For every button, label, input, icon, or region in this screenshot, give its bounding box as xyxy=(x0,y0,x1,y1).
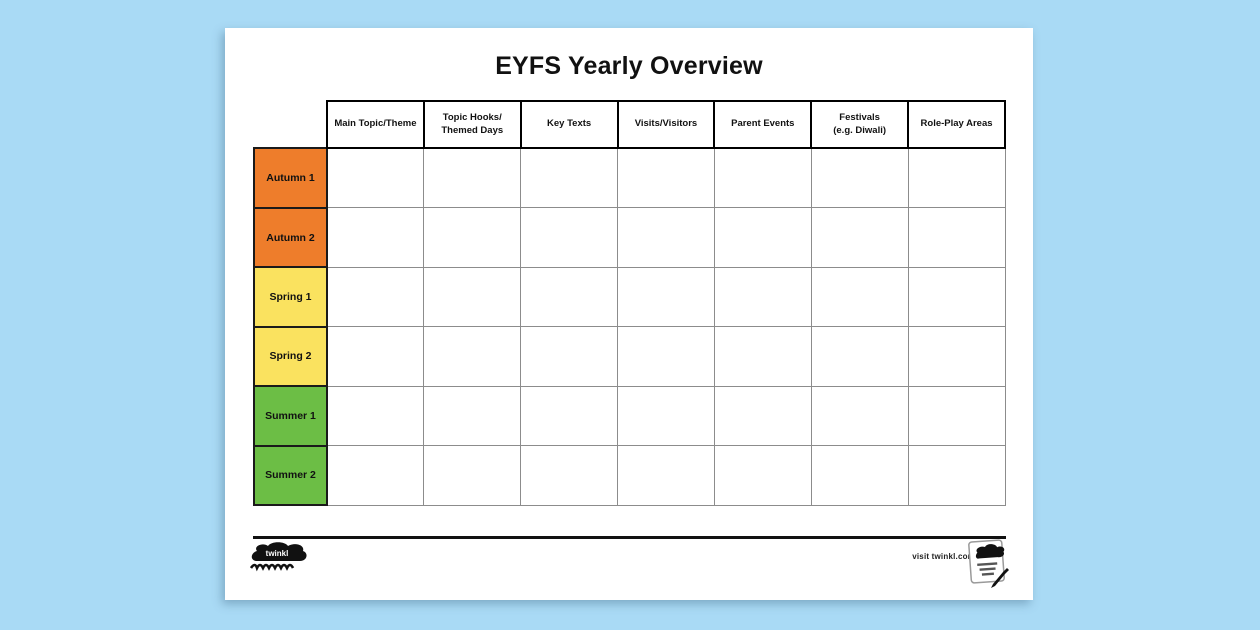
empty-cell xyxy=(326,147,425,209)
empty-cell xyxy=(713,385,812,447)
empty-cell xyxy=(326,207,425,268)
empty-cell xyxy=(907,326,1006,387)
twinkl-logo-icon: twinkl xyxy=(249,542,307,572)
empty-cell xyxy=(713,266,812,328)
empty-cell xyxy=(810,326,909,387)
table-row-autumn-2: Autumn 2 xyxy=(253,206,1006,269)
empty-cell xyxy=(713,147,812,209)
row-header-spring-1: Spring 1 xyxy=(253,266,328,328)
empty-cell xyxy=(617,445,715,506)
table-row-summer-1: Summer 1 xyxy=(253,385,1006,447)
empty-cell xyxy=(713,445,812,506)
empty-cell xyxy=(907,207,1006,268)
column-header-visits: Visits/Visitors xyxy=(616,99,716,150)
empty-cell xyxy=(520,445,619,506)
empty-cell xyxy=(617,147,715,209)
empty-cell xyxy=(520,207,619,268)
empty-cell xyxy=(520,385,619,447)
empty-cell xyxy=(617,385,715,447)
footer-divider xyxy=(253,536,1006,539)
column-header-parent-events: Parent Events xyxy=(713,99,813,150)
empty-cell xyxy=(810,385,909,447)
empty-cell xyxy=(713,207,812,268)
row-header-summer-1: Summer 1 xyxy=(253,385,328,447)
row-header-spring-2: Spring 2 xyxy=(253,325,328,388)
table-row-spring-2: Spring 2 xyxy=(253,325,1006,388)
header-row: Main Topic/Theme Topic Hooks/ Themed Day… xyxy=(254,99,1006,150)
empty-cell xyxy=(423,385,522,447)
empty-cell xyxy=(810,207,909,268)
column-header-main-topic: Main Topic/Theme xyxy=(326,99,425,150)
empty-cell xyxy=(326,445,425,506)
empty-cell xyxy=(520,147,619,209)
empty-cell xyxy=(423,445,522,506)
empty-cell xyxy=(520,326,619,387)
empty-cell xyxy=(423,326,522,387)
empty-cell xyxy=(907,266,1006,328)
empty-cell xyxy=(520,266,619,328)
table-row-summer-2: Summer 2 xyxy=(253,444,1006,507)
visit-link-text: visit twinkl.com xyxy=(912,552,975,561)
row-header-autumn-1: Autumn 1 xyxy=(253,147,328,209)
empty-cell xyxy=(810,445,909,506)
table-row-spring-1: Spring 1 xyxy=(253,266,1006,328)
empty-cell xyxy=(907,445,1006,506)
empty-cell xyxy=(617,326,715,387)
page-title: EYFS Yearly Overview xyxy=(495,52,763,80)
empty-cell xyxy=(617,207,715,268)
empty-cell xyxy=(617,266,715,328)
empty-cell xyxy=(810,147,909,209)
corner-cell xyxy=(254,101,327,148)
column-header-topic-hooks: Topic Hooks/ Themed Days xyxy=(422,99,522,150)
empty-cell xyxy=(713,326,812,387)
empty-cell xyxy=(423,207,522,268)
empty-cell xyxy=(907,385,1006,447)
empty-cell xyxy=(326,266,425,328)
column-header-key-texts: Key Texts xyxy=(519,99,619,150)
quality-badge-icon xyxy=(968,539,1009,588)
empty-cell xyxy=(810,266,909,328)
svg-text:twinkl: twinkl xyxy=(266,549,289,558)
planning-table: Main Topic/Theme Topic Hooks/ Themed Day… xyxy=(253,99,1006,507)
row-header-autumn-2: Autumn 2 xyxy=(253,206,328,269)
empty-cell xyxy=(326,326,425,387)
empty-cell xyxy=(326,385,425,447)
table-row-autumn-1: Autumn 1 xyxy=(253,147,1006,209)
column-header-festivals: Festivals (e.g. Diwali) xyxy=(810,99,910,150)
pencil-icon xyxy=(991,568,1009,588)
row-header-summer-2: Summer 2 xyxy=(253,444,328,507)
empty-cell xyxy=(907,147,1006,209)
column-header-role-play: Role-Play Areas xyxy=(907,99,1006,150)
empty-cell xyxy=(423,147,522,209)
empty-cell xyxy=(423,266,522,328)
worksheet-page: EYFS Yearly Overview Main Topic/Theme To… xyxy=(225,28,1033,600)
